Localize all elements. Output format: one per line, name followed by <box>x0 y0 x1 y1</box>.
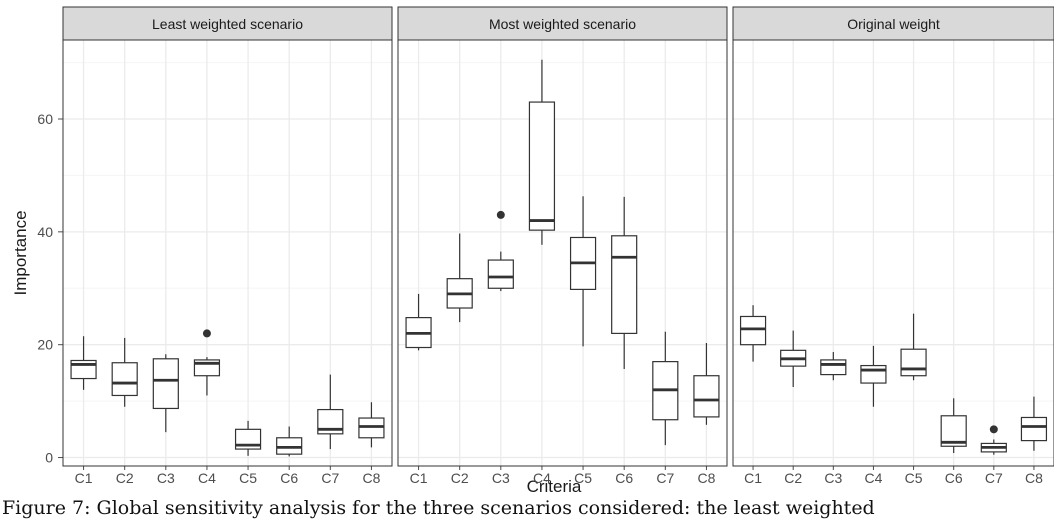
x-tick-label: C2 <box>784 470 802 486</box>
x-tick-label: C6 <box>615 470 633 486</box>
outlier-point <box>989 425 998 434</box>
x-tick-label: C7 <box>321 470 339 486</box>
box-iqr <box>611 235 638 335</box>
y-tick-label: 60 <box>37 111 53 127</box>
x-tick-label: C5 <box>574 470 592 486</box>
x-tick-label: C7 <box>656 470 674 486</box>
x-tick-label: C8 <box>362 470 380 486</box>
y-tick-label: 20 <box>37 337 53 353</box>
panel-strip <box>62 6 393 41</box>
box-iqr <box>152 358 179 410</box>
x-tick-label: C4 <box>864 470 882 486</box>
box-iqr <box>860 364 887 384</box>
y-tick-label: 0 <box>45 450 53 466</box>
panel-title: Least weighted scenario <box>152 16 303 32</box>
box-iqr <box>276 437 303 455</box>
x-tick-label: C5 <box>239 470 257 486</box>
x-tick-label: C3 <box>492 470 510 486</box>
box-iqr <box>900 348 927 377</box>
x-tick-label: C4 <box>198 470 216 486</box>
box-iqr <box>528 101 556 231</box>
x-tick-label: C1 <box>75 470 93 486</box>
x-tick-label: C6 <box>945 470 963 486</box>
box-iqr <box>693 375 720 418</box>
x-tick-label: C2 <box>451 470 469 486</box>
x-tick-label: C3 <box>824 470 842 486</box>
panel-title: Original weight <box>847 16 940 32</box>
outlier-point <box>496 210 505 219</box>
panel-title: Most weighted scenario <box>489 16 636 32</box>
x-tick-label: C1 <box>410 470 428 486</box>
box-iqr <box>358 417 385 439</box>
box-iqr <box>111 362 138 397</box>
x-tick-label: C2 <box>116 470 134 486</box>
box-iqr <box>1020 416 1048 442</box>
box-iqr <box>820 359 847 376</box>
box-iqr <box>487 259 514 289</box>
x-tick-label: C5 <box>905 470 923 486</box>
x-tick-label: C8 <box>1025 470 1043 486</box>
panel-background <box>63 40 392 466</box>
panel-strip <box>397 6 728 41</box>
boxplot-figure: 0 20 40 60 Importance Criteria C1 C2 C3 C4 C5 C6 C7 C… <box>11 6 1054 496</box>
y-axis-title: Importance <box>11 210 30 295</box>
box-iqr <box>739 315 767 346</box>
outlier-point <box>202 329 211 338</box>
x-tick-label: C7 <box>985 470 1003 486</box>
figure-caption: Figure 7: Global sensitivity analysis fo… <box>2 497 875 519</box>
panel-background <box>733 40 1054 466</box>
x-tick-label: C3 <box>157 470 175 486</box>
x-tick-label: C6 <box>280 470 298 486</box>
x-tick-label: C1 <box>744 470 762 486</box>
y-tick-label: 40 <box>37 224 53 240</box>
x-axis-title: Criteria <box>527 477 582 496</box>
x-tick-label: C4 <box>533 470 551 486</box>
panel-strip <box>732 6 1054 41</box>
x-tick-label: C8 <box>697 470 715 486</box>
